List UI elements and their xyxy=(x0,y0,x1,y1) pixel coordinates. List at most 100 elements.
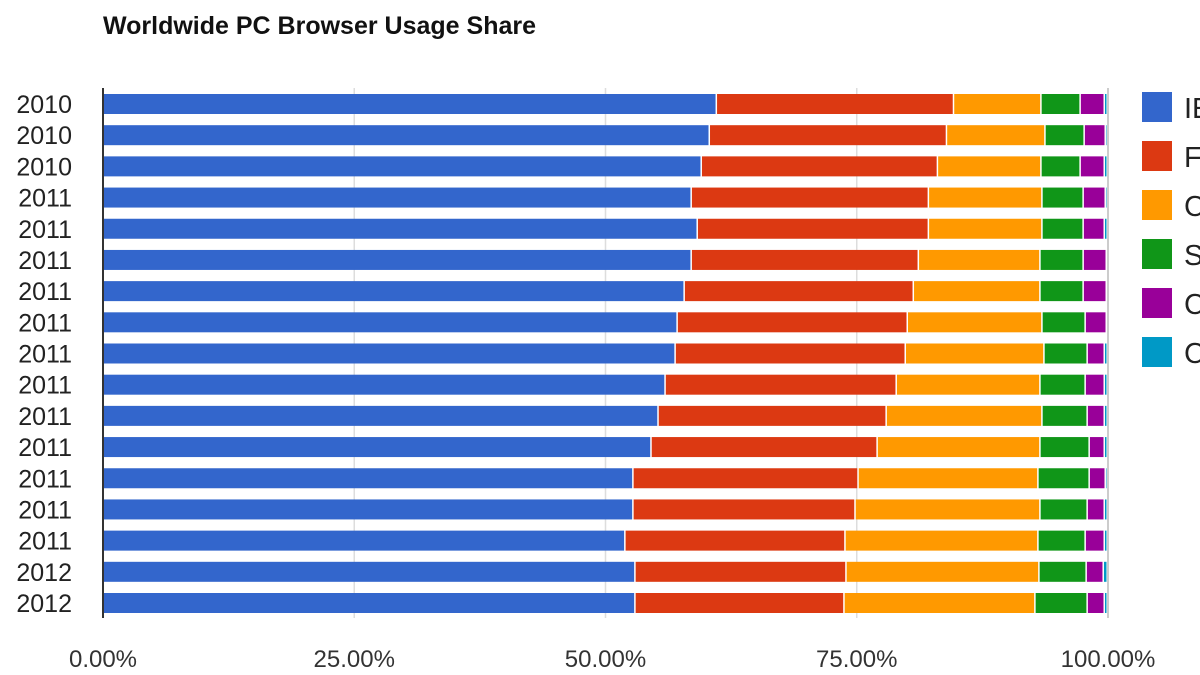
bar-segment xyxy=(1087,343,1104,364)
bar-segment xyxy=(1089,468,1105,489)
bar-segment xyxy=(665,374,896,395)
bar-segment xyxy=(1045,125,1084,146)
bar-segment xyxy=(625,530,845,551)
chart-title: Worldwide PC Browser Usage Share xyxy=(103,12,536,40)
bar-segment xyxy=(1035,593,1087,613)
y-tick-label: 2012 xyxy=(16,559,72,587)
bar-segment xyxy=(1041,156,1080,177)
legend-swatch xyxy=(1142,92,1172,122)
bar-segment xyxy=(1084,125,1105,146)
bar-segment xyxy=(1042,312,1085,333)
bar-segment xyxy=(103,374,665,395)
bar-segment xyxy=(1039,561,1086,582)
bar-segment xyxy=(929,187,1042,208)
bar-segment xyxy=(103,125,709,146)
y-tick-label: 2011 xyxy=(18,496,72,524)
bar-segment xyxy=(844,593,1035,613)
bar-segment xyxy=(103,249,691,270)
y-tick-label: 2011 xyxy=(18,528,72,556)
bar-segment xyxy=(1087,593,1104,613)
bar-segment xyxy=(103,343,675,364)
bar-segment xyxy=(1104,593,1107,613)
bar-segment xyxy=(1105,468,1107,489)
bar-segment xyxy=(1104,343,1107,364)
bar-segment xyxy=(691,249,918,270)
bar-segment xyxy=(1104,530,1107,551)
bar-segment xyxy=(1104,499,1107,520)
bar-segment xyxy=(896,374,1040,395)
bar-segment xyxy=(1038,468,1089,489)
y-tick-label: 2011 xyxy=(18,465,72,493)
x-tick-label: 50.00% xyxy=(565,646,646,673)
y-tick-label: 2010 xyxy=(16,91,72,119)
bar-segment xyxy=(1104,437,1107,458)
bar-segment xyxy=(103,218,697,239)
bar-segment xyxy=(1042,218,1083,239)
bar-segment xyxy=(1104,218,1107,239)
bar-segment xyxy=(1087,499,1104,520)
bar-segment xyxy=(1083,218,1104,239)
bar-segment xyxy=(1103,561,1107,582)
bar-segment xyxy=(684,281,913,302)
bar-segment xyxy=(103,312,677,333)
bar-segment xyxy=(691,187,928,208)
x-tick-label: 100.00% xyxy=(1061,646,1156,673)
bar-segment xyxy=(1083,281,1106,302)
y-tick-label: 2010 xyxy=(16,153,72,181)
bar-segment xyxy=(886,405,1042,426)
bar-segment xyxy=(633,499,855,520)
bar-segment xyxy=(1080,156,1104,177)
bar-segment xyxy=(1105,187,1107,208)
legend-swatch xyxy=(1142,141,1172,171)
bar-segment xyxy=(846,561,1039,582)
bar-segment xyxy=(651,437,877,458)
bar-segment xyxy=(103,437,651,458)
bar-segment xyxy=(877,437,1040,458)
x-tick-label: 25.00% xyxy=(314,646,395,673)
bar-segment xyxy=(635,561,846,582)
bar-segment xyxy=(1087,405,1104,426)
bar-segment xyxy=(103,499,633,520)
bar-segment xyxy=(1041,94,1080,114)
legend-swatch xyxy=(1142,288,1172,318)
bar-segment xyxy=(845,530,1038,551)
bar-segment xyxy=(1040,499,1087,520)
bar-segment xyxy=(908,312,1042,333)
bar-segment xyxy=(103,187,691,208)
bar-segment xyxy=(103,561,635,582)
bar-segment xyxy=(103,94,716,114)
bar-segment xyxy=(1038,530,1085,551)
y-tick-label: 2011 xyxy=(18,216,72,244)
bar-segment xyxy=(1083,249,1106,270)
bar-segment xyxy=(1085,530,1104,551)
bar-segment xyxy=(710,125,946,146)
y-tick-label: 2011 xyxy=(18,185,72,213)
y-tick-label: 2010 xyxy=(16,122,72,150)
bar-segment xyxy=(905,343,1044,364)
y-tick-label: 2011 xyxy=(18,403,72,431)
bar-segment xyxy=(1044,343,1087,364)
bar-segment xyxy=(677,312,907,333)
legend-label: F xyxy=(1184,142,1200,174)
bar-segment xyxy=(1104,156,1107,177)
x-tick-label: 0.00% xyxy=(69,646,137,673)
bar-segment xyxy=(1104,94,1107,114)
bar-segment xyxy=(1104,374,1107,395)
legend-label: C xyxy=(1184,191,1200,223)
bar-segment xyxy=(103,405,658,426)
bar-segment xyxy=(635,593,844,613)
bar-segment xyxy=(858,468,1038,489)
bar-segment xyxy=(103,468,633,489)
bar-segment xyxy=(1085,312,1106,333)
bar-segment xyxy=(1040,249,1083,270)
y-tick-label: 2011 xyxy=(18,341,72,369)
bar-segment xyxy=(1042,405,1087,426)
y-tick-label: 2011 xyxy=(18,434,72,462)
bar-segment xyxy=(1085,374,1104,395)
bar-segment xyxy=(103,593,635,613)
legend-label: S xyxy=(1184,240,1200,272)
bar-segment xyxy=(103,156,701,177)
bar-segment xyxy=(658,405,886,426)
bar-segment xyxy=(1083,187,1105,208)
bar-segment xyxy=(914,281,1040,302)
